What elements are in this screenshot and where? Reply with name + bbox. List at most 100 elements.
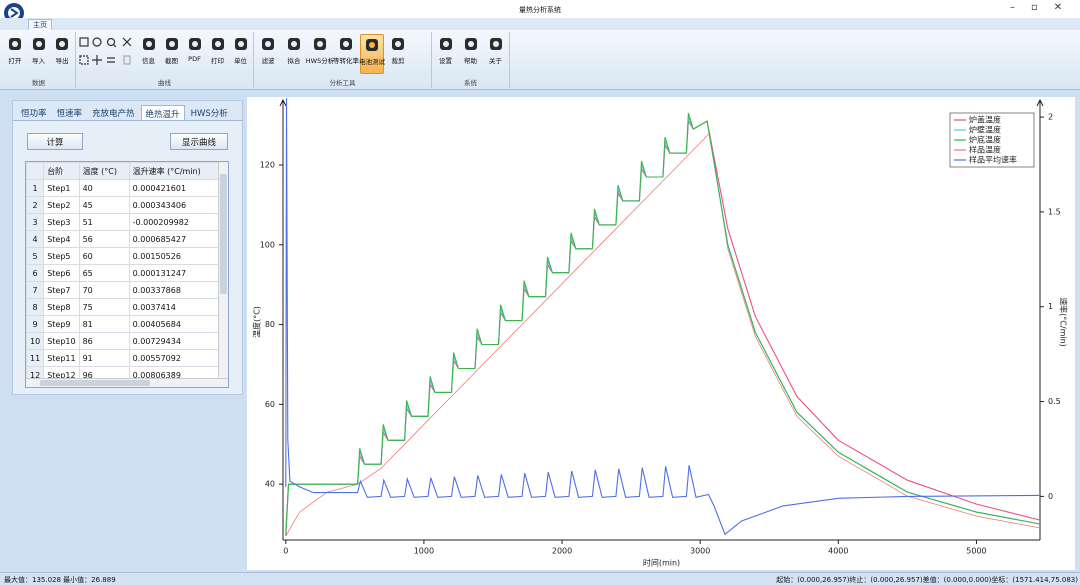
x-tick-label: 4000 xyxy=(828,547,848,556)
legend-label: 样品温度 xyxy=(969,145,1001,155)
button-label: 滤波 xyxy=(261,57,275,65)
table-row[interactable]: 8 Step8 75 0.0037414 xyxy=(26,298,222,316)
calc-button[interactable]: 计算 xyxy=(27,133,83,150)
panel-tab[interactable]: 绝热温升 xyxy=(140,105,185,122)
window-controls[interactable]: –▫✕ xyxy=(1010,2,1079,13)
axis-arrow xyxy=(279,98,1044,107)
table-row[interactable]: 3 Step3 51 -0.000209982 xyxy=(26,213,222,231)
ribbon-button[interactable]: 裁剪 xyxy=(386,34,410,74)
table-row[interactable]: 5 Step5 60 0.00150526 xyxy=(26,247,222,265)
show-curve-button[interactable]: 显示曲线 xyxy=(170,133,228,150)
row-number: 9 xyxy=(26,315,45,333)
status-left: 最大值：135.028 最小值：26.889 xyxy=(4,576,116,584)
button-icon xyxy=(56,38,69,50)
group-label: 数据 xyxy=(32,79,45,87)
ribbon-button[interactable]: HWS分析 xyxy=(305,34,335,74)
series-line xyxy=(285,98,1041,536)
legend-label: 炉盖温度 xyxy=(969,115,1001,125)
button-label: 设置 xyxy=(439,57,452,65)
ribbon-button[interactable]: 设置 xyxy=(434,34,457,74)
row-number: 1 xyxy=(26,179,45,197)
ribbon-button[interactable]: 关于 xyxy=(484,34,507,74)
ribbon-button[interactable]: 导出 xyxy=(51,34,73,74)
ribbon-button[interactable]: 滤波 xyxy=(256,34,280,74)
table-cell: Step2 xyxy=(43,196,80,214)
button-label: HWS分析 xyxy=(305,57,335,65)
ribbon-group: 打开 导入 导出 数据 xyxy=(2,32,76,88)
ribbon-group: 设置 帮助 关于 系统 xyxy=(432,32,510,88)
button-row: 打开 导入 导出 xyxy=(2,32,75,74)
group-label: 系统 xyxy=(464,79,477,87)
table-cell: 81 xyxy=(78,315,130,333)
tab-row: 主页 xyxy=(0,18,1080,31)
button-icon xyxy=(288,38,300,50)
table-cell: 91 xyxy=(78,349,130,367)
table-cell: 0.000421601 xyxy=(128,179,222,197)
button-icon xyxy=(340,38,352,50)
x-tick-label: 3000 xyxy=(690,547,710,556)
table-cell: 0.00557092 xyxy=(128,349,222,367)
button-icon xyxy=(314,38,326,50)
table-row[interactable]: 9 Step9 81 0.00405684 xyxy=(26,315,222,333)
row-number: 6 xyxy=(26,264,45,282)
zoom-tools[interactable] xyxy=(78,36,134,68)
ribbon-button[interactable]: PDF xyxy=(184,34,205,74)
ribbon-button[interactable]: 帮助 xyxy=(459,34,482,74)
x-tick-label: 1000 xyxy=(414,547,434,556)
table-row[interactable]: 4 Step4 56 0.000685427 xyxy=(26,230,222,248)
panel-tab[interactable]: HWS分析 xyxy=(190,109,228,119)
ribbon-button[interactable]: 打开 xyxy=(4,34,26,74)
series-line xyxy=(285,116,1041,537)
table-row[interactable]: 7 Step7 70 0.00337868 xyxy=(26,281,222,299)
table-cell: -0.000209982 xyxy=(128,213,222,231)
icon-detail xyxy=(492,41,499,47)
y2-axis-label: 速率(°C/min) xyxy=(1059,297,1069,347)
icon-detail xyxy=(467,41,474,47)
ribbon-button[interactable]: 打印 xyxy=(207,34,228,74)
table-row[interactable]: 10 Step10 86 0.00729434 xyxy=(26,332,222,350)
step-table: 台阶 温度 (°C) 温升速率 (°C/min) 1 Step1 40 0.00042160… xyxy=(26,162,222,384)
title-bar: 量热分析系统 –▫✕ xyxy=(0,0,1080,23)
table-cell: 0.000343406 xyxy=(128,196,222,214)
ribbon-button[interactable]: 截图 xyxy=(161,34,182,74)
table-cell: Step9 xyxy=(43,315,80,333)
ribbon-button[interactable]: 电池测试 xyxy=(359,34,385,74)
table-row[interactable]: 6 Step6 65 0.000131247 xyxy=(26,264,222,282)
v-scrollbar[interactable] xyxy=(218,162,228,379)
panel-tab[interactable]: 恒速率 xyxy=(56,109,83,119)
ribbon-tab[interactable]: 主页 xyxy=(28,19,52,31)
table-row[interactable]: 11 Step11 91 0.00557092 xyxy=(26,349,222,367)
table-cell: 0.00729434 xyxy=(128,332,222,350)
button-row: 信息 截图 PDF 打印 单位 xyxy=(76,32,253,74)
table-cell: 0.0037414 xyxy=(128,298,222,316)
table-cell: Step10 xyxy=(43,332,80,350)
panel-tab[interactable]: 充放电产热 xyxy=(92,109,135,119)
ribbon-button[interactable]: 等转化率 xyxy=(333,34,359,74)
y-tick-label: 80 xyxy=(265,320,275,329)
panel-tab[interactable]: 恒功率 xyxy=(21,109,47,119)
ribbon-button[interactable]: 拟合 xyxy=(282,34,306,74)
h-scrollbar[interactable] xyxy=(26,378,228,387)
button-label: 打开 xyxy=(8,57,22,65)
ribbon-button[interactable]: 导入 xyxy=(28,34,50,74)
button-row: 设置 帮助 关于 xyxy=(432,32,509,74)
table-cell: Step1 xyxy=(43,179,80,197)
button-label: 裁剪 xyxy=(391,57,405,65)
table-row[interactable]: 1 Step1 40 0.000421601 xyxy=(26,179,222,197)
table-cell: 65 xyxy=(78,264,130,282)
icon-detail xyxy=(145,41,152,47)
icon-detail xyxy=(237,41,244,47)
window-title: 量热分析系统 xyxy=(519,6,561,14)
group-label: 曲线 xyxy=(158,79,171,87)
column-header: 台阶 xyxy=(43,162,80,180)
icon-detail xyxy=(168,41,175,47)
row-number: 3 xyxy=(26,213,45,231)
ribbon-button[interactable]: 信息 xyxy=(138,34,159,74)
table-row[interactable]: 2 Step2 45 0.000343406 xyxy=(26,196,222,214)
table-cell: 75 xyxy=(78,298,130,316)
icon-detail xyxy=(369,42,375,48)
ribbon-button[interactable]: 单位 xyxy=(230,34,251,74)
button-row: 滤波 拟合 HWS分析 等转化率 电池测试 裁剪 xyxy=(254,32,431,74)
y-tick-label: 60 xyxy=(265,400,275,409)
